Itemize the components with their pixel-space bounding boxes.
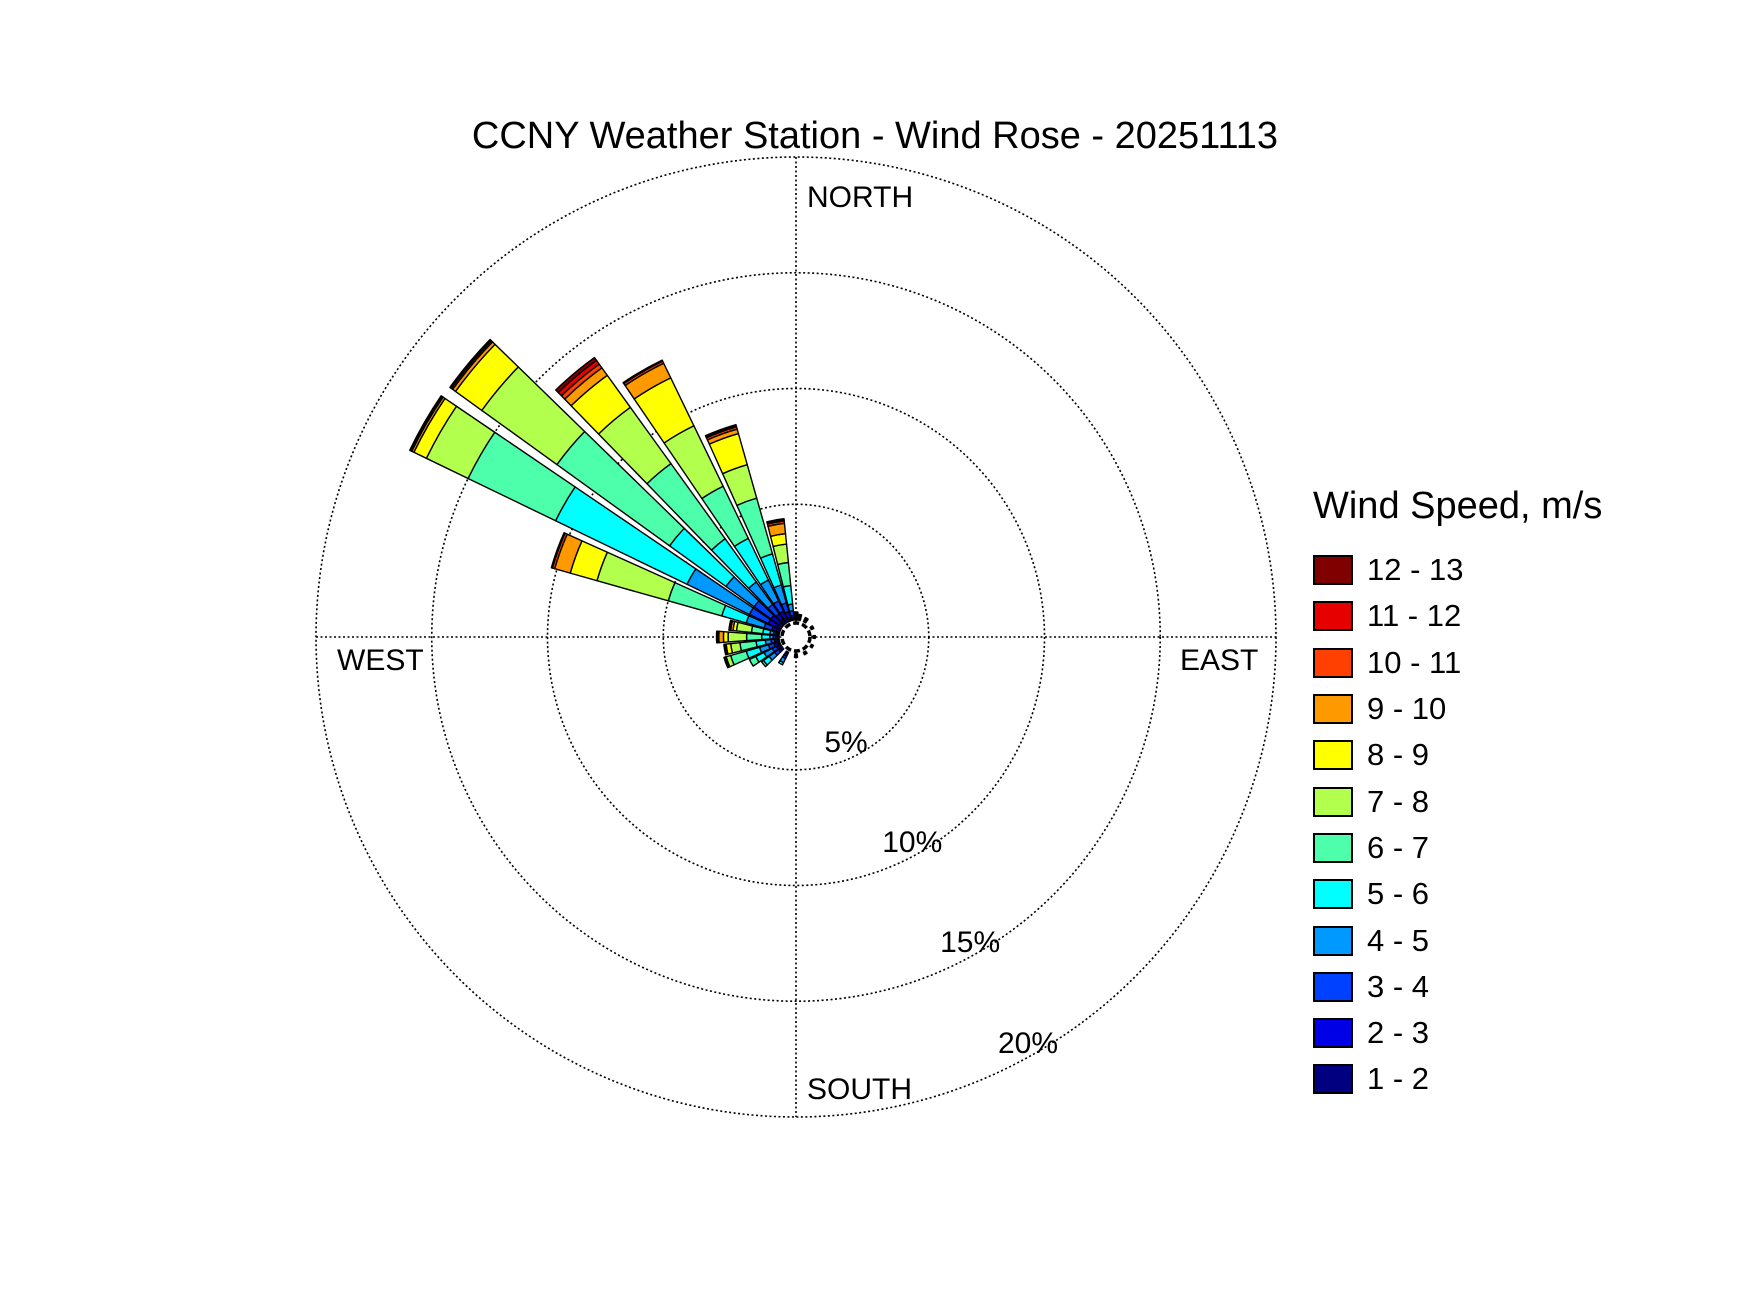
direction-label-west: WEST (337, 644, 424, 677)
wedge-segment (449, 338, 492, 389)
legend-title: Wind Speed, m/s (1313, 485, 1603, 527)
legend-label: 9 - 10 (1367, 691, 1447, 727)
legend-label: 5 - 6 (1367, 876, 1430, 912)
legend-swatch (1313, 601, 1353, 632)
wedge-segment (803, 652, 808, 656)
wedge-segment (793, 656, 799, 659)
calm-center-circle (780, 621, 812, 653)
legend-label: 7 - 8 (1367, 783, 1430, 819)
wedge-segment (766, 518, 785, 524)
legend-swatch (1313, 1064, 1353, 1095)
wedge-segment (814, 634, 817, 640)
wedge-segment (811, 625, 815, 630)
legend-item: 9 - 10 (1313, 686, 1733, 732)
direction-label-north: NORTH (807, 181, 914, 214)
wedge-segment (804, 616, 809, 621)
legend-swatch (1313, 1018, 1353, 1049)
wedge-segment (723, 643, 728, 656)
legend-label: 11 - 12 (1367, 598, 1462, 634)
legend-item: 2 - 3 (1313, 1010, 1733, 1056)
legend-items: 12 - 13 11 - 12 10 - 11 9 - 10 8 - 9 7 - 8 6 -… (1313, 547, 1733, 1103)
legend-swatch (1313, 971, 1353, 1002)
legend-label: 6 - 7 (1367, 829, 1430, 865)
legend-item: 1 - 2 (1313, 1056, 1733, 1102)
legend-item: 11 - 12 (1313, 593, 1733, 639)
direction-label-south: SOUTH (807, 1073, 912, 1106)
wind-rose-wedges (409, 338, 817, 669)
legend-label: 8 - 9 (1367, 737, 1430, 773)
legend-label: 2 - 3 (1367, 1015, 1430, 1051)
legend-label: 12 - 13 (1367, 552, 1464, 588)
legend-swatch (1313, 786, 1353, 817)
polar-grid (315, 156, 1277, 1118)
legend-item: 10 - 11 (1313, 640, 1733, 686)
wedge-segment (622, 359, 664, 384)
legend-label: 1 - 2 (1367, 1061, 1430, 1097)
legend-item: 8 - 9 (1313, 732, 1733, 778)
wedge-segment (748, 655, 760, 667)
wedge-segment (797, 613, 803, 617)
legend-swatch (1313, 879, 1353, 910)
legend-item: 5 - 6 (1313, 871, 1733, 917)
radial-tick-label: 20% (998, 1026, 1059, 1060)
chart-title: CCNY Weather Station - Wind Rose - 20251… (471, 115, 1279, 157)
grid-ring (430, 271, 1162, 1003)
wedge-segment (810, 644, 815, 649)
legend-swatch (1313, 647, 1353, 678)
legend-item: 7 - 8 (1313, 778, 1733, 824)
legend-swatch (1313, 832, 1353, 863)
wedge-segment (777, 659, 785, 666)
wedge-segment (723, 656, 730, 669)
legend-label: 3 - 4 (1367, 968, 1430, 1004)
wedge-segment (760, 659, 768, 668)
wedge-segment (728, 619, 732, 631)
wedge-segment (760, 633, 771, 641)
wedge-segment (772, 543, 790, 566)
wedge-segment (715, 630, 718, 644)
legend-item: 12 - 13 (1313, 547, 1733, 593)
wedge-segment (704, 423, 737, 438)
legend-item: 6 - 7 (1313, 825, 1733, 871)
legend-item: 3 - 4 (1313, 964, 1733, 1010)
legend: Wind Speed, m/s 12 - 13 11 - 12 10 - 11 9 -… (1313, 483, 1733, 1103)
legend-swatch (1313, 555, 1353, 586)
legend-label: 4 - 5 (1367, 922, 1430, 958)
legend-swatch (1313, 694, 1353, 725)
wedge-segment (555, 356, 598, 394)
wedge-segment (745, 632, 763, 642)
direction-label-east: EAST (1180, 644, 1259, 677)
legend-swatch (1313, 740, 1353, 771)
wedge-segment (727, 631, 748, 643)
legend-swatch (1313, 925, 1353, 956)
wedge-segment (550, 532, 566, 569)
radial-tick-label: 10% (882, 826, 943, 860)
radial-tick-label: 15% (940, 926, 1001, 960)
radial-tick-label: 5% (824, 725, 868, 759)
legend-label: 10 - 11 (1367, 644, 1462, 680)
legend-item: 4 - 5 (1313, 917, 1733, 963)
wedge-segment (793, 611, 799, 614)
wedge-segment (409, 395, 443, 452)
